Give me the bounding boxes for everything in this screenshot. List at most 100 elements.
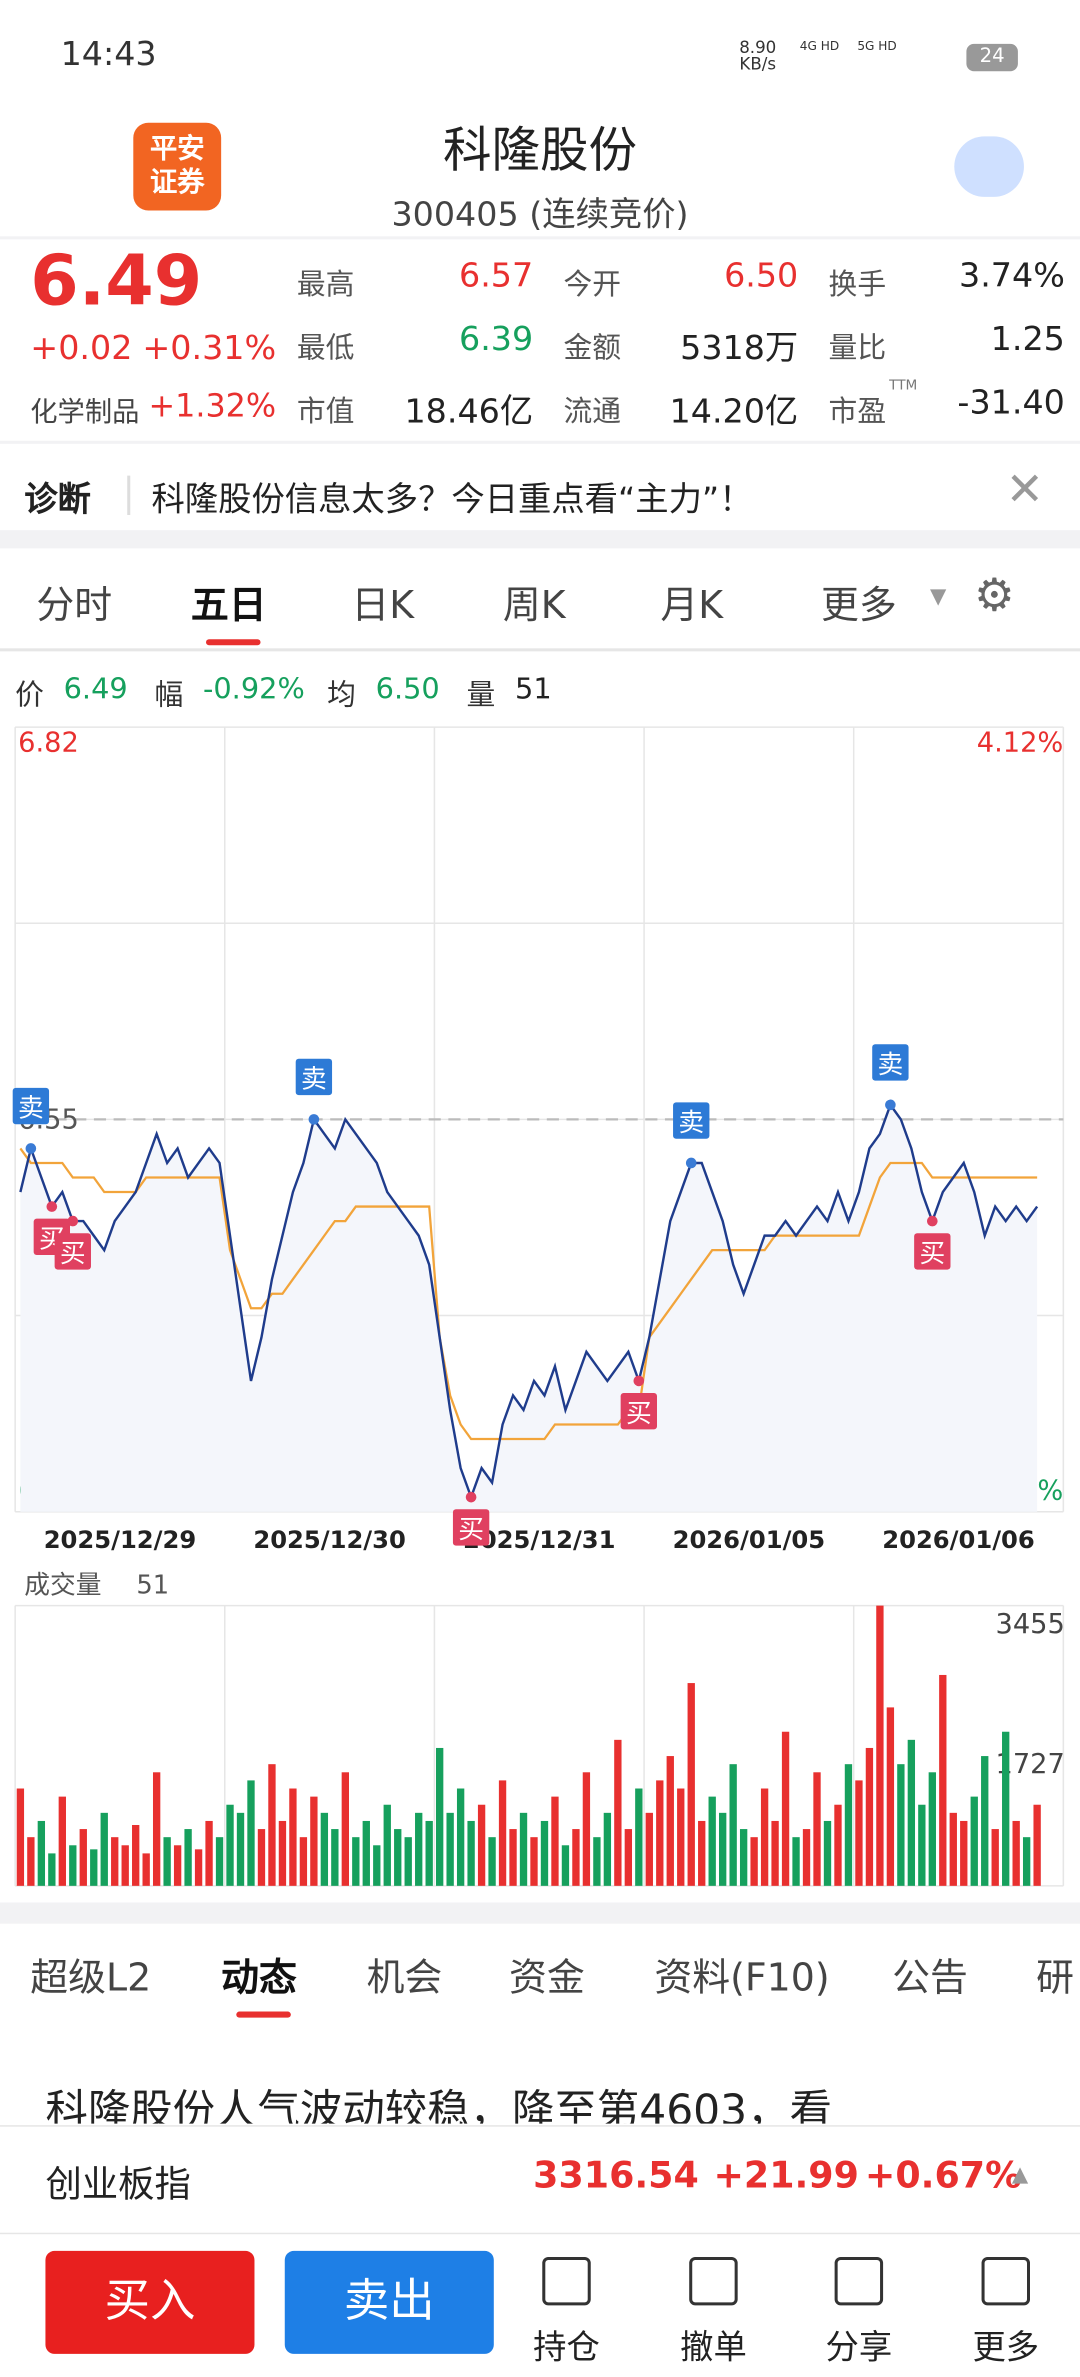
close-icon[interactable]: ✕ [1005, 463, 1044, 517]
trade-label: 卖 [678, 1108, 704, 1138]
bottom-tab[interactable]: 公告 [892, 1955, 968, 2000]
vol-bar [551, 1796, 559, 1886]
speed-unit: KB/s [739, 54, 777, 75]
vol-bar [991, 1829, 999, 1886]
vol-bar [834, 1804, 842, 1886]
index-name: 创业板指 [45, 2163, 191, 2206]
news-headline[interactable]: 科隆股份人气波动较稳，降至第4603，看 [45, 2085, 832, 2124]
vol-bar [383, 1804, 391, 1886]
action-label[interactable]: 持仓 [533, 2329, 600, 2368]
vol-bar [540, 1820, 549, 1886]
trade-label: 买 [626, 1399, 652, 1429]
vol-bar [561, 1845, 570, 1886]
bottom-tab[interactable]: 超级L2 [30, 1955, 152, 2000]
vol-bar [698, 1820, 706, 1886]
vol-bar [1002, 1731, 1010, 1886]
vol-bar [928, 1772, 936, 1886]
vol-bar [593, 1837, 601, 1886]
trade-dot [633, 1375, 645, 1387]
bottom-tab[interactable]: 机会 [366, 1955, 443, 2000]
vol-bar [289, 1788, 297, 1886]
vol-bar [719, 1812, 727, 1886]
diag-text[interactable]: 科隆股份信息太多？今日重点看“主力”！ [151, 481, 753, 520]
vol-bar [205, 1820, 213, 1886]
vol-bar [813, 1772, 821, 1886]
vol-bar [960, 1820, 968, 1886]
trade-badge [620, 1393, 657, 1430]
vol-bar [781, 1731, 790, 1886]
vol-bar [603, 1812, 612, 1886]
info-label: 价 [15, 678, 44, 712]
action-label[interactable]: 分享 [825, 2329, 893, 2368]
action-label[interactable]: 更多 [972, 2329, 1040, 2368]
pct-tick-label: 4.12% [977, 727, 1064, 758]
bottom-tab[interactable]: 资料(F10) [654, 1955, 830, 2000]
index-value: 3316.54 [533, 2153, 699, 2197]
tab[interactable]: 月K [660, 583, 724, 628]
vol-last: 51 [136, 1570, 169, 1600]
tab[interactable]: 更多 [820, 583, 897, 628]
info-value: 6.49 [63, 672, 128, 706]
bottom-tab[interactable]: 资金 [508, 1955, 585, 2000]
tab[interactable]: 日K [351, 583, 415, 628]
vol-bar [750, 1837, 758, 1886]
action-icon[interactable] [542, 2256, 591, 2306]
tab[interactable]: 分时 [36, 583, 113, 628]
diag-label: 诊断 [24, 481, 91, 520]
vol-bar [907, 1739, 916, 1886]
stat-label: 换手 [828, 268, 887, 302]
vol-bar [310, 1796, 318, 1886]
settings-icon[interactable]: ⚙ [973, 569, 1015, 623]
vol-bar [624, 1829, 633, 1886]
bottom-tab[interactable]: 研 [1036, 1955, 1074, 2000]
sector: 化学制品 [30, 396, 140, 429]
more-arrow: ▼ [930, 584, 947, 609]
trade-badge [54, 1233, 91, 1270]
action-label[interactable]: 撤单 [680, 2329, 747, 2368]
stat-value: 3.74% [958, 257, 1065, 296]
vol-bar [435, 1747, 444, 1886]
change: +0.02 [30, 330, 133, 369]
vol-bar [844, 1764, 853, 1886]
vol-bar [132, 1825, 140, 1886]
vol-bar [572, 1829, 580, 1886]
tab[interactable]: 周K [502, 583, 566, 628]
stat-value: 6.57 [458, 257, 534, 296]
action-icon[interactable] [689, 2256, 738, 2306]
action-icon[interactable] [834, 2256, 884, 2306]
vol-bar [1022, 1837, 1031, 1886]
index-bar[interactable] [0, 2125, 1080, 2235]
vol-bar [855, 1780, 863, 1886]
vol-bar [16, 1788, 25, 1886]
vol-bar [1012, 1820, 1020, 1886]
robot-icon[interactable] [954, 136, 1024, 197]
trade-label: 卖 [301, 1065, 327, 1095]
vol-bar [352, 1837, 360, 1886]
bottom-tab[interactable]: 动态 [221, 1955, 297, 2000]
sell-button[interactable]: 卖出 [284, 2250, 494, 2354]
trade-label: 买 [919, 1239, 945, 1269]
trade-badge [12, 1087, 50, 1125]
vol-bar [226, 1804, 234, 1886]
vol-bar [121, 1845, 129, 1886]
expand-icon[interactable]: ▲ [1011, 2163, 1029, 2188]
tab[interactable]: 五日 [190, 583, 267, 628]
vol-bar [687, 1683, 695, 1886]
vol-bar [656, 1780, 664, 1886]
stat-value: 18.46亿 [404, 393, 534, 432]
vol-tick-label: 3455 [995, 1609, 1064, 1640]
vol-bar [802, 1829, 811, 1886]
vol-bar [48, 1853, 56, 1886]
vol-bar [425, 1820, 433, 1886]
vol-bar [981, 1756, 989, 1886]
index-pct: +0.67% [864, 2153, 1022, 2197]
info-value: 6.50 [375, 672, 440, 706]
buy-button[interactable]: 买入 [45, 2250, 255, 2354]
vol-bar [37, 1820, 46, 1886]
trade-badge [872, 1044, 909, 1081]
speed: 8.90 [739, 37, 777, 58]
action-icon[interactable] [981, 2256, 1031, 2306]
logo[interactable]: 平安 证券 [133, 122, 222, 211]
price: 6.49 [30, 239, 203, 322]
vol-bar [876, 1605, 884, 1886]
